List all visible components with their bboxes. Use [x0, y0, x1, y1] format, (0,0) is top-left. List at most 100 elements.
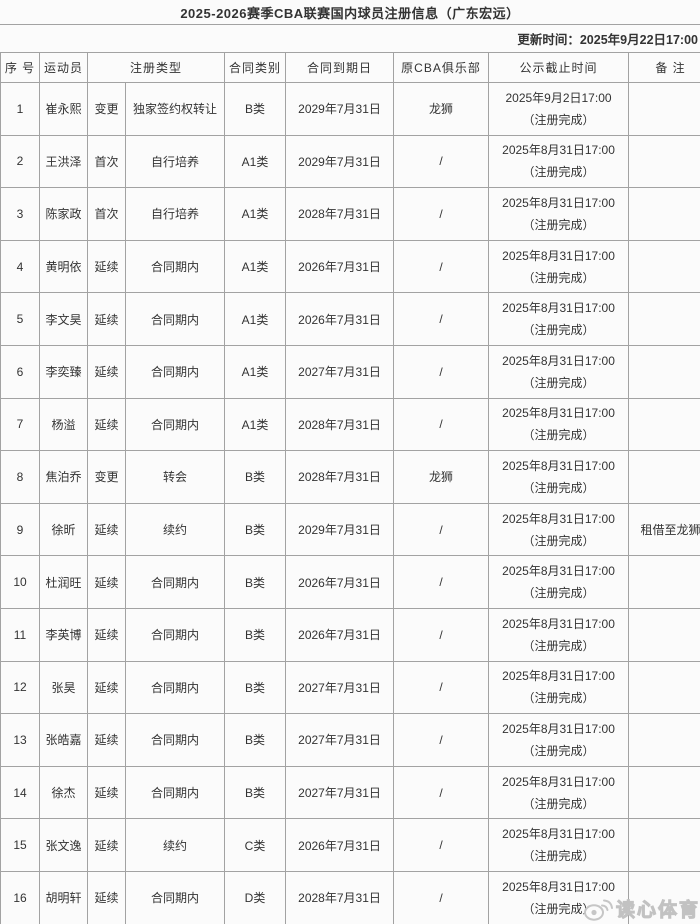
cell-contract-expiry: 2026年7月31日	[285, 607, 395, 662]
deadline-time: 2025年8月31日17:00	[502, 195, 615, 210]
cell-no: 14	[0, 765, 40, 820]
deadline-status: （注册完成）	[522, 533, 595, 548]
cell-deadline: 2025年8月31日17:00 （注册完成）	[488, 870, 630, 924]
cell-reg-action: 延续	[87, 239, 126, 294]
cell-reg-method: 独家签约权转让	[124, 82, 226, 136]
table-row: 3 陈家政 首次 自行培养 A1类 2028年7月31日 / 2025年8月31…	[0, 187, 700, 241]
cell-remark	[628, 397, 700, 452]
header-no: 序 号	[0, 52, 40, 83]
cell-contract-class: A1类	[224, 187, 287, 241]
cell-no: 16	[0, 870, 40, 924]
cell-contract-class: B类	[224, 607, 287, 662]
cell-player: 张皓嘉	[39, 713, 88, 767]
cell-orig-club: /	[393, 344, 490, 399]
header-orig-club: 原CBA俱乐部	[393, 52, 490, 83]
table-row: 4 黄明依 延续 合同期内 A1类 2026年7月31日 / 2025年8月31…	[0, 239, 700, 294]
cell-remark	[628, 82, 700, 136]
cell-contract-class: A1类	[224, 239, 287, 294]
cell-reg-action: 延续	[87, 765, 126, 820]
cell-contract-class: A1类	[224, 134, 287, 189]
cell-deadline: 2025年9月2日17:00 （注册完成）	[488, 82, 630, 136]
cell-reg-method: 合同期内	[124, 292, 226, 346]
cell-contract-expiry: 2027年7月31日	[285, 713, 395, 767]
cell-remark	[628, 239, 700, 294]
cell-reg-method: 合同期内	[124, 555, 226, 609]
header-remark: 备 注	[628, 52, 700, 83]
deadline-time: 2025年8月31日17:00	[502, 616, 615, 631]
cell-deadline: 2025年8月31日17:00 （注册完成）	[488, 660, 630, 715]
cell-contract-class: B类	[224, 502, 287, 557]
cell-reg-method: 合同期内	[124, 397, 226, 452]
cell-contract-expiry: 2028年7月31日	[285, 187, 395, 241]
cell-contract-expiry: 2028年7月31日	[285, 870, 395, 924]
deadline-status: （注册完成）	[522, 691, 595, 706]
deadline-time: 2025年8月31日17:00	[502, 458, 615, 473]
deadline-time: 2025年9月2日17:00	[505, 90, 612, 105]
deadline-time: 2025年8月31日17:00	[502, 301, 615, 316]
cell-reg-method: 合同期内	[124, 607, 226, 662]
cell-player: 王洪泽	[39, 134, 88, 189]
cell-no: 4	[0, 239, 40, 294]
cell-orig-club: /	[393, 870, 490, 924]
cell-no: 7	[0, 397, 40, 452]
cell-orig-club: /	[393, 660, 490, 715]
cell-player: 陈家政	[39, 187, 88, 241]
table-row: 10 杜润旺 延续 合同期内 B类 2026年7月31日 / 2025年8月31…	[0, 555, 700, 609]
cell-player: 杜润旺	[39, 555, 88, 609]
cell-player: 李英博	[39, 607, 88, 662]
cell-contract-class: B类	[224, 713, 287, 767]
cell-no: 8	[0, 450, 40, 504]
cell-deadline: 2025年8月31日17:00 （注册完成）	[488, 765, 630, 820]
cell-contract-class: A1类	[224, 397, 287, 452]
cell-no: 10	[0, 555, 40, 609]
cell-reg-action: 延续	[87, 713, 126, 767]
cell-remark	[628, 765, 700, 820]
cell-remark	[628, 713, 700, 767]
cell-contract-class: B类	[224, 765, 287, 820]
header-contract-expiry: 合同到期日	[285, 52, 395, 83]
player-registration-table: 序 号 运动员 注册类型 合同类别 合同到期日 原CBA俱乐部 公示截止时间 备…	[0, 52, 700, 924]
cell-reg-method: 合同期内	[124, 239, 226, 294]
cell-contract-class: A1类	[224, 292, 287, 346]
cell-contract-expiry: 2027年7月31日	[285, 765, 395, 820]
cell-player: 焦泊乔	[39, 450, 88, 504]
cell-contract-expiry: 2027年7月31日	[285, 660, 395, 715]
cell-contract-expiry: 2026年7月31日	[285, 239, 395, 294]
cell-reg-method: 合同期内	[124, 765, 226, 820]
cell-orig-club: 龙狮	[393, 450, 490, 504]
cell-player: 李奕臻	[39, 344, 88, 399]
cell-deadline: 2025年8月31日17:00 （注册完成）	[488, 397, 630, 452]
cell-deadline: 2025年8月31日17:00 （注册完成）	[488, 555, 630, 609]
deadline-time: 2025年8月31日17:00	[502, 827, 615, 842]
deadline-time: 2025年8月31日17:00	[502, 564, 615, 579]
cell-orig-club: /	[393, 239, 490, 294]
cell-remark	[628, 134, 700, 189]
cell-deadline: 2025年8月31日17:00 （注册完成）	[488, 187, 630, 241]
cell-reg-method: 自行培养	[124, 134, 226, 189]
cell-remark	[628, 607, 700, 662]
cell-deadline: 2025年8月31日17:00 （注册完成）	[488, 450, 630, 504]
cell-remark: 租借至龙狮	[628, 502, 700, 557]
cell-reg-method: 转会	[124, 450, 226, 504]
cell-contract-expiry: 2026年7月31日	[285, 555, 395, 609]
cell-contract-expiry: 2029年7月31日	[285, 502, 395, 557]
cell-reg-method: 合同期内	[124, 870, 226, 924]
deadline-status: （注册完成）	[522, 480, 595, 495]
deadline-status: （注册完成）	[522, 323, 595, 338]
table-row: 14 徐杰 延续 合同期内 B类 2027年7月31日 / 2025年8月31日…	[0, 765, 700, 820]
cell-remark	[628, 187, 700, 241]
cell-remark	[628, 660, 700, 715]
cell-reg-action: 首次	[87, 134, 126, 189]
table-row: 11 李英博 延续 合同期内 B类 2026年7月31日 / 2025年8月31…	[0, 607, 700, 662]
cell-player: 胡明轩	[39, 870, 88, 924]
cell-deadline: 2025年8月31日17:00 （注册完成）	[488, 502, 630, 557]
cell-reg-action: 延续	[87, 292, 126, 346]
cell-deadline: 2025年8月31日17:00 （注册完成）	[488, 134, 630, 189]
deadline-status: （注册完成）	[522, 428, 595, 443]
table-row: 6 李奕臻 延续 合同期内 A1类 2027年7月31日 / 2025年8月31…	[0, 344, 700, 399]
cell-player: 杨溢	[39, 397, 88, 452]
table-row: 8 焦泊乔 变更 转会 B类 2028年7月31日 龙狮 2025年8月31日1…	[0, 450, 700, 504]
table-row: 15 张文逸 延续 续约 C类 2026年7月31日 / 2025年8月31日1…	[0, 818, 700, 872]
cell-contract-class: D类	[224, 870, 287, 924]
deadline-time: 2025年8月31日17:00	[502, 774, 615, 789]
